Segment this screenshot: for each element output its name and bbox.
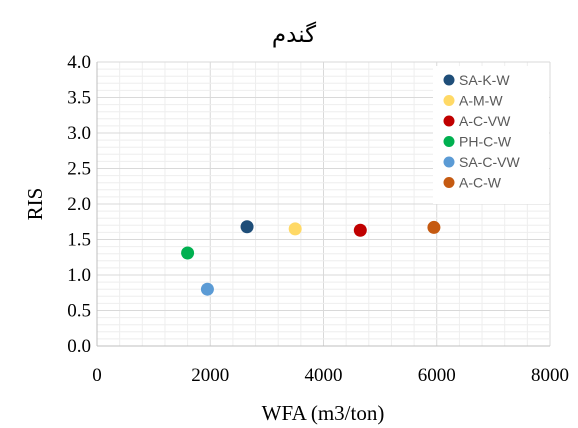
y-tick-label: 3.5 [67, 88, 91, 109]
x-tick-label: 2000 [191, 365, 229, 386]
y-tick-label: 2.0 [67, 194, 91, 215]
y-tick-label: 0.0 [67, 336, 91, 357]
legend-label: SA-K-W [459, 72, 510, 88]
legend: SA-K-W A-M-W A-C-VW PH-C-W SA-C-VW A-C-W [433, 66, 549, 204]
data-point [353, 223, 367, 237]
y-tick-label: 1.0 [67, 265, 91, 286]
axes [96, 62, 550, 347]
data-point [181, 246, 195, 260]
y-tick-label: 1.5 [67, 230, 91, 251]
data-point [240, 220, 254, 234]
data-point [200, 282, 214, 296]
y-tick-label: 3.0 [67, 123, 91, 144]
x-tick-label: 4000 [305, 365, 343, 386]
legend-marker [443, 74, 455, 86]
chart-title: گندم [272, 21, 316, 48]
legend-label: A-C-W [459, 175, 502, 191]
data-point [427, 220, 441, 234]
y-tick-labels: 0.0 0.5 1.0 1.5 2.0 2.5 3.0 3.5 4.0 [67, 52, 91, 357]
legend-label: PH-C-W [459, 134, 512, 150]
x-tick-label: 0 [92, 365, 102, 386]
data-point [288, 222, 302, 236]
legend-label: A-C-VW [459, 113, 511, 129]
data-points [181, 220, 441, 296]
legend-marker [443, 95, 455, 106]
legend-label: A-M-W [459, 93, 503, 109]
x-tick-labels: 0 2000 4000 6000 8000 [92, 365, 569, 386]
x-axis-label: WFA (m3/ton) [262, 401, 385, 425]
x-tick-label: 8000 [531, 365, 569, 386]
legend-marker [443, 156, 455, 168]
x-tick-label: 6000 [418, 365, 456, 386]
legend-label: SA-C-VW [459, 154, 520, 170]
legend-marker [443, 136, 455, 147]
y-tick-label: 4.0 [67, 52, 91, 73]
y-tick-label: 0.5 [67, 301, 91, 322]
legend-marker [443, 115, 455, 127]
legend-marker [443, 177, 455, 188]
y-axis-label: RIS [23, 188, 47, 221]
y-tick-label: 2.5 [67, 159, 91, 180]
